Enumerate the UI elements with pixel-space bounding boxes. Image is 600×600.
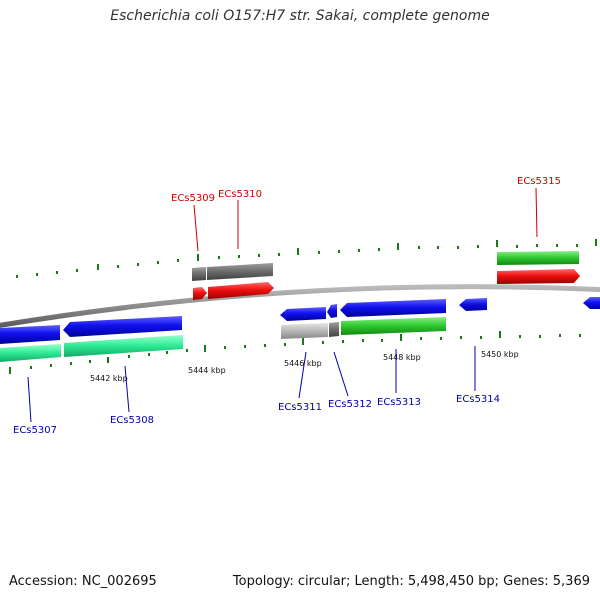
cds-ecs5307-blue[interactable] xyxy=(0,325,60,344)
cds-ecs5312[interactable] xyxy=(329,322,339,337)
cds-ecs5311-blue[interactable] xyxy=(280,307,326,321)
cds-ecs5313-blue[interactable] xyxy=(340,299,446,317)
genome-backbone xyxy=(0,284,600,328)
gene-label-ecs5309[interactable]: ECs5309 xyxy=(171,193,215,204)
cds-ecs5310[interactable] xyxy=(208,282,274,299)
cds-ecs5307[interactable] xyxy=(0,344,61,362)
gene-label-ecs5308[interactable]: ECs5308 xyxy=(110,415,154,426)
gene-label-ecs5312[interactable]: ECs5312 xyxy=(328,399,372,410)
accession-label: Accession: xyxy=(9,574,78,589)
cds-ecs5313[interactable] xyxy=(341,317,446,335)
scale-label-5448: 5448 kbp xyxy=(383,353,421,362)
cds-ecs5315[interactable] xyxy=(497,269,580,284)
accession-value: NC_002695 xyxy=(81,574,157,589)
scale-label-5446: 5446 kbp xyxy=(284,359,322,368)
gene-label-ecs5310[interactable]: ECs5310 xyxy=(218,189,262,200)
cds-ecs5309[interactable] xyxy=(193,287,207,300)
cds-ecs5314[interactable] xyxy=(459,298,487,311)
reverse-strand-features xyxy=(0,297,600,362)
scale-label-5442: 5442 kbp xyxy=(90,374,128,383)
accession-footer: Accession: NC_002695 xyxy=(9,574,157,589)
scale-labels: 5442 kbp 5444 kbp 5446 kbp 5448 kbp 5450… xyxy=(90,350,519,383)
cds-ecs5308-blue[interactable] xyxy=(63,316,182,337)
cds-ecs5310-gray[interactable] xyxy=(207,263,273,280)
label-leaders xyxy=(27,187,538,423)
cds-edge-blue[interactable] xyxy=(583,297,600,309)
forward-strand-features xyxy=(192,251,580,300)
gene-label-ecs5307[interactable]: ECs5307 xyxy=(13,425,57,436)
gene-label-ecs5315[interactable]: ECs5315 xyxy=(517,176,561,187)
gene-labels: ECs5307 ECs5308 ECs5309 ECs5310 ECs5311 … xyxy=(13,176,561,436)
cds-ecs5309-gray[interactable] xyxy=(192,267,206,281)
scale-label-5450: 5450 kbp xyxy=(481,350,519,359)
cds-ecs5315-green[interactable] xyxy=(497,251,579,265)
genome-title: Escherichia coli O157:H7 str. Sakai, com… xyxy=(110,8,490,24)
topology-footer: Topology: circular; Length: 5,498,450 bp… xyxy=(232,574,590,589)
inner-tick-track xyxy=(9,331,581,374)
scale-label-5444: 5444 kbp xyxy=(188,366,226,375)
outer-tick-track xyxy=(16,239,597,278)
gene-label-ecs5311[interactable]: ECs5311 xyxy=(278,402,322,413)
cds-ecs5311[interactable] xyxy=(281,323,328,339)
cds-ecs5312-blue[interactable] xyxy=(327,304,337,318)
gene-label-ecs5313[interactable]: ECs5313 xyxy=(377,397,421,408)
cds-ecs5308[interactable] xyxy=(64,335,183,357)
gene-label-ecs5314[interactable]: ECs5314 xyxy=(456,394,500,405)
